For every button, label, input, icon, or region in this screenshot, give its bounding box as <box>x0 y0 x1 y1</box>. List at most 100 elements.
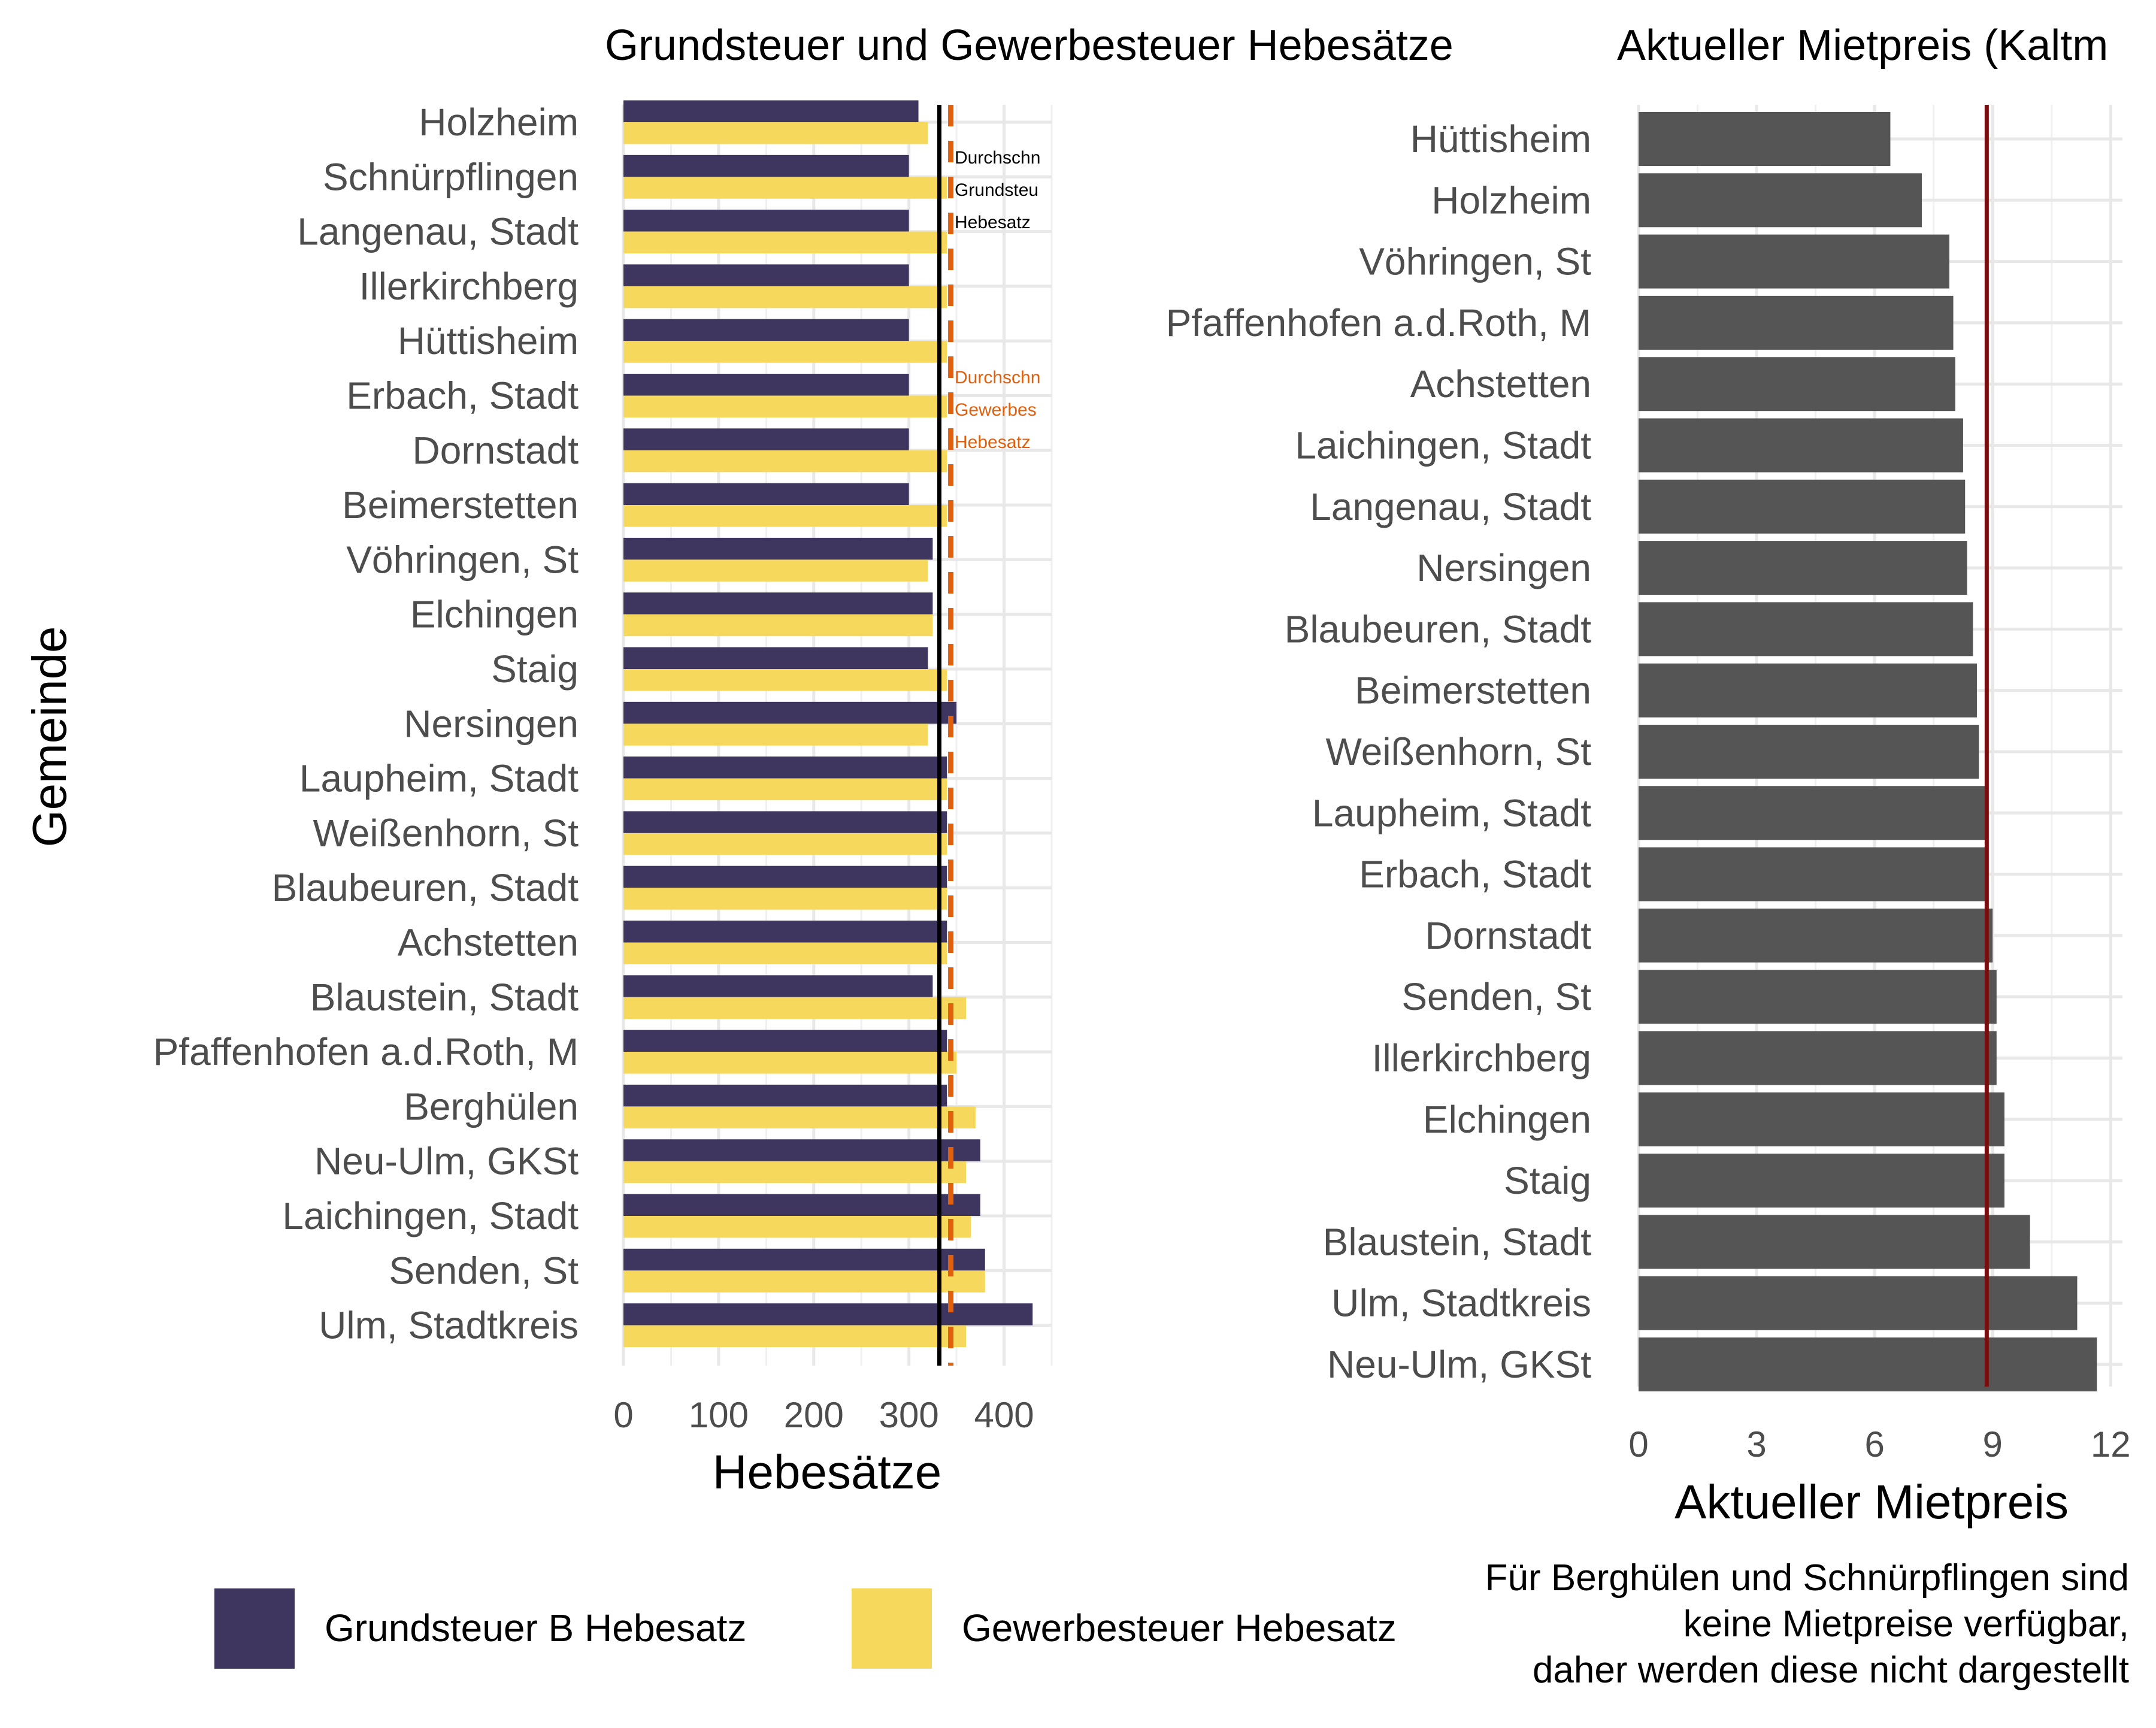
bar-gewerbesteuer <box>623 888 947 910</box>
note-line: Für Berghülen und Schnürpflingen sind <box>1485 1557 2129 1599</box>
category-label: Dornstadt <box>1425 914 1592 957</box>
mean-label-grundsteuer: Durchschn <box>955 148 1040 168</box>
bar-gewerbesteuer <box>623 833 947 855</box>
bar-grundsteuer <box>623 319 909 341</box>
legend-label-gewerbesteuer: Gewerbesteuer Hebesatz <box>962 1606 1397 1650</box>
bar-mietpreis <box>1639 1031 1997 1085</box>
category-label: Pfaffenhofen a.d.Roth, M <box>1166 301 1591 344</box>
category-label: Blaustein, Stadt <box>310 976 579 1019</box>
bar-gewerbesteuer <box>623 1106 976 1128</box>
bar-grundsteuer <box>623 701 957 724</box>
category-label: Weißenhorn, St <box>313 812 579 855</box>
category-label: Senden, St <box>1401 975 1591 1018</box>
legend-swatch-gewerbesteuer <box>852 1588 932 1669</box>
x-tick-label: 3 <box>1746 1424 1766 1464</box>
bar-grundsteuer <box>623 483 909 506</box>
category-label: Langenau, Stadt <box>1310 485 1591 528</box>
category-label: Illerkirchberg <box>359 265 579 308</box>
category-label: Holzheim <box>419 101 579 144</box>
bar-mietpreis <box>1639 295 1954 350</box>
category-label: Laichingen, Stadt <box>1295 424 1591 467</box>
bar-mietpreis <box>1639 112 1891 166</box>
category-label: Nersingen <box>404 702 579 745</box>
chart-title: Aktueller Mietpreis (Kaltm <box>1617 22 2108 69</box>
bar-grundsteuer <box>623 811 947 833</box>
category-label: Schnürpflingen <box>323 155 579 198</box>
bar-grundsteuer <box>623 537 933 560</box>
bar-mietpreis <box>1639 663 1977 718</box>
category-label: Pfaffenhofen a.d.Roth, M <box>153 1030 579 1073</box>
category-label: Blaubeuren, Stadt <box>1285 607 1592 650</box>
bar-gewerbesteuer <box>623 505 947 527</box>
category-label: Laupheim, Stadt <box>1312 791 1591 834</box>
bar-mietpreis <box>1639 908 1993 963</box>
legend-swatch-grundsteuer <box>214 1588 295 1669</box>
x-tick-label: 9 <box>1983 1424 2003 1464</box>
bar-mietpreis <box>1639 1215 2030 1269</box>
bar-grundsteuer <box>623 1084 947 1107</box>
mean-label-gewerbesteuer: Hebesatz <box>955 432 1031 452</box>
bar-grundsteuer <box>623 1303 1033 1325</box>
bar-grundsteuer <box>623 1030 947 1052</box>
category-label: Dornstadt <box>413 429 579 472</box>
category-label: Blaustein, Stadt <box>1323 1220 1592 1263</box>
category-label: Neu-Ulm, GKSt <box>314 1140 579 1183</box>
bar-grundsteuer <box>623 756 947 779</box>
bar-mietpreis <box>1639 173 1922 228</box>
category-label: Beimerstetten <box>1355 669 1591 712</box>
bar-mietpreis <box>1639 786 1985 840</box>
category-label: Elchingen <box>410 593 579 636</box>
bar-grundsteuer <box>623 1248 985 1271</box>
bar-gewerbesteuer <box>623 341 947 363</box>
category-label: Ulm, Stadtkreis <box>319 1304 579 1347</box>
category-label: Langenau, Stadt <box>297 210 579 253</box>
category-label: Hüttisheim <box>398 319 579 362</box>
x-axis-label: Hebesätze <box>713 1445 941 1499</box>
x-tick-label: 6 <box>1864 1424 1884 1464</box>
bar-grundsteuer <box>623 647 928 669</box>
mean-label-gewerbesteuer: Durchschn <box>955 368 1040 388</box>
bar-gewerbesteuer <box>623 1270 985 1293</box>
bar-mietpreis <box>1639 847 1985 901</box>
bar-gewerbesteuer <box>623 724 928 746</box>
bar-mietpreis <box>1639 479 1966 534</box>
x-tick-label: 12 <box>2091 1424 2131 1464</box>
bar-grundsteuer <box>623 100 919 122</box>
x-tick-label: 200 <box>784 1395 844 1435</box>
category-label: Staig <box>1504 1159 1591 1202</box>
x-tick-label: 0 <box>613 1395 633 1435</box>
category-label: Illerkirchberg <box>1372 1037 1591 1080</box>
category-label: Achstetten <box>1410 362 1591 405</box>
bar-mietpreis <box>1639 1154 2004 1208</box>
bar-grundsteuer <box>623 374 909 396</box>
bar-grundsteuer <box>623 210 909 232</box>
bar-grundsteuer <box>623 428 909 450</box>
bar-mietpreis <box>1639 602 1973 656</box>
category-label: Achstetten <box>398 921 579 964</box>
bar-grundsteuer <box>623 1194 980 1216</box>
bar-grundsteuer <box>623 865 947 888</box>
mean-label-grundsteuer: Grundsteu <box>955 180 1038 200</box>
bar-gewerbesteuer <box>623 395 947 417</box>
bar-mietpreis <box>1639 1092 2004 1146</box>
bar-mietpreis <box>1639 357 1955 411</box>
category-label: Erbach, Stadt <box>1359 853 1591 896</box>
category-label: Nersingen <box>1416 546 1591 589</box>
category-label: Vöhringen, St <box>346 538 579 581</box>
bar-gewerbesteuer <box>623 997 966 1019</box>
bar-mietpreis <box>1639 725 1979 779</box>
category-label: Beimerstetten <box>342 483 579 526</box>
category-label: Ulm, Stadtkreis <box>1331 1282 1591 1325</box>
category-label: Berghülen <box>404 1085 579 1128</box>
bar-gewerbesteuer <box>623 177 947 199</box>
category-label: Holzheim <box>1431 178 1591 222</box>
bar-gewerbesteuer <box>623 1325 966 1348</box>
category-label: Neu-Ulm, GKSt <box>1327 1343 1591 1386</box>
bar-grundsteuer <box>623 921 947 943</box>
bar-grundsteuer <box>623 264 909 286</box>
note-line: keine Mietpreise verfügbar, <box>1683 1603 2129 1645</box>
bar-mietpreis <box>1639 234 1949 289</box>
bar-grundsteuer <box>623 1139 980 1161</box>
bar-gewerbesteuer <box>623 669 947 691</box>
legend-label-grundsteuer: Grundsteuer B Hebesatz <box>325 1606 746 1650</box>
